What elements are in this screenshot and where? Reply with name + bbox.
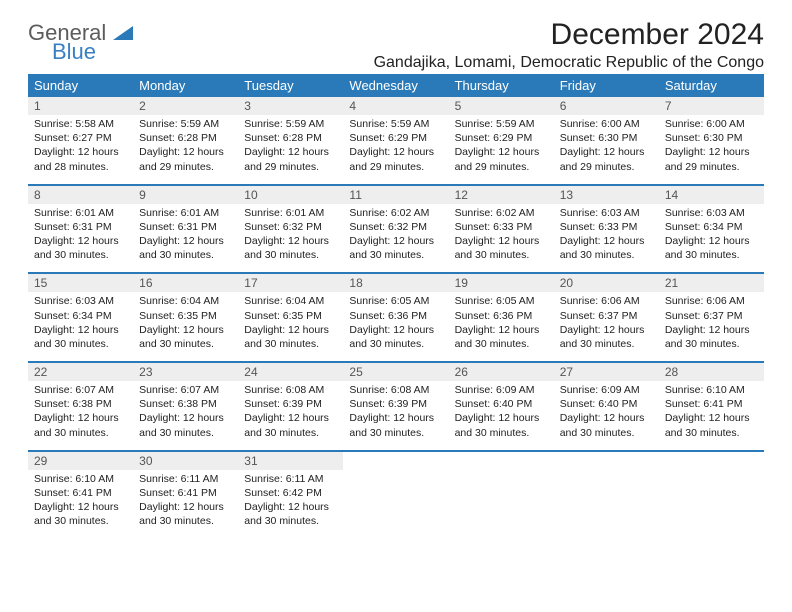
day-detail: Sunrise: 6:06 AM Sunset: 6:37 PM Dayligh… — [659, 292, 764, 362]
day-number-row: 22232425262728 — [28, 362, 764, 381]
day-number-row: 293031 — [28, 451, 764, 470]
day-number: 13 — [554, 185, 659, 204]
logo: General Blue — [28, 18, 133, 63]
day-number — [449, 451, 554, 470]
day-number: 20 — [554, 273, 659, 292]
day-header: Wednesday — [343, 74, 448, 97]
day-detail: Sunrise: 5:59 AM Sunset: 6:29 PM Dayligh… — [343, 115, 448, 185]
day-number: 2 — [133, 97, 238, 115]
page-subtitle: Gandajika, Lomami, Democratic Republic o… — [374, 54, 764, 72]
day-number: 25 — [343, 362, 448, 381]
day-detail-row: Sunrise: 6:07 AM Sunset: 6:38 PM Dayligh… — [28, 381, 764, 451]
day-detail: Sunrise: 6:02 AM Sunset: 6:32 PM Dayligh… — [343, 204, 448, 274]
day-number: 11 — [343, 185, 448, 204]
day-detail — [554, 470, 659, 539]
day-number — [659, 451, 764, 470]
logo-triangle-icon — [113, 24, 133, 45]
day-detail-row: Sunrise: 6:03 AM Sunset: 6:34 PM Dayligh… — [28, 292, 764, 362]
day-detail-row: Sunrise: 5:58 AM Sunset: 6:27 PM Dayligh… — [28, 115, 764, 185]
day-detail: Sunrise: 6:05 AM Sunset: 6:36 PM Dayligh… — [449, 292, 554, 362]
day-number: 7 — [659, 97, 764, 115]
day-detail: Sunrise: 6:10 AM Sunset: 6:41 PM Dayligh… — [659, 381, 764, 451]
day-number: 17 — [238, 273, 343, 292]
calendar-table: Sunday Monday Tuesday Wednesday Thursday… — [28, 74, 764, 538]
day-header: Sunday — [28, 74, 133, 97]
day-header: Monday — [133, 74, 238, 97]
day-detail: Sunrise: 6:11 AM Sunset: 6:41 PM Dayligh… — [133, 470, 238, 539]
header: General Blue December 2024 Gandajika, Lo… — [28, 18, 764, 72]
day-detail-row: Sunrise: 6:01 AM Sunset: 6:31 PM Dayligh… — [28, 204, 764, 274]
day-number: 6 — [554, 97, 659, 115]
day-number: 15 — [28, 273, 133, 292]
day-number: 29 — [28, 451, 133, 470]
day-detail: Sunrise: 6:07 AM Sunset: 6:38 PM Dayligh… — [133, 381, 238, 451]
day-number: 30 — [133, 451, 238, 470]
day-detail: Sunrise: 6:01 AM Sunset: 6:31 PM Dayligh… — [133, 204, 238, 274]
day-detail: Sunrise: 6:04 AM Sunset: 6:35 PM Dayligh… — [133, 292, 238, 362]
day-detail: Sunrise: 6:06 AM Sunset: 6:37 PM Dayligh… — [554, 292, 659, 362]
day-detail — [659, 470, 764, 539]
day-number: 28 — [659, 362, 764, 381]
day-number: 24 — [238, 362, 343, 381]
day-detail: Sunrise: 6:00 AM Sunset: 6:30 PM Dayligh… — [659, 115, 764, 185]
day-header: Tuesday — [238, 74, 343, 97]
day-number: 18 — [343, 273, 448, 292]
day-detail: Sunrise: 6:08 AM Sunset: 6:39 PM Dayligh… — [238, 381, 343, 451]
day-detail: Sunrise: 6:03 AM Sunset: 6:34 PM Dayligh… — [659, 204, 764, 274]
day-number: 14 — [659, 185, 764, 204]
day-number-row: 891011121314 — [28, 185, 764, 204]
day-header: Friday — [554, 74, 659, 97]
day-number: 31 — [238, 451, 343, 470]
day-number: 16 — [133, 273, 238, 292]
day-detail: Sunrise: 6:00 AM Sunset: 6:30 PM Dayligh… — [554, 115, 659, 185]
day-detail: Sunrise: 6:01 AM Sunset: 6:31 PM Dayligh… — [28, 204, 133, 274]
day-detail: Sunrise: 6:03 AM Sunset: 6:34 PM Dayligh… — [28, 292, 133, 362]
day-detail: Sunrise: 6:08 AM Sunset: 6:39 PM Dayligh… — [343, 381, 448, 451]
day-detail: Sunrise: 5:59 AM Sunset: 6:28 PM Dayligh… — [133, 115, 238, 185]
day-detail: Sunrise: 6:09 AM Sunset: 6:40 PM Dayligh… — [449, 381, 554, 451]
day-number: 23 — [133, 362, 238, 381]
day-number: 26 — [449, 362, 554, 381]
day-detail: Sunrise: 5:58 AM Sunset: 6:27 PM Dayligh… — [28, 115, 133, 185]
day-detail: Sunrise: 6:05 AM Sunset: 6:36 PM Dayligh… — [343, 292, 448, 362]
day-number: 3 — [238, 97, 343, 115]
day-number: 10 — [238, 185, 343, 204]
day-detail: Sunrise: 6:10 AM Sunset: 6:41 PM Dayligh… — [28, 470, 133, 539]
day-number-row: 1234567 — [28, 97, 764, 115]
day-number — [554, 451, 659, 470]
day-detail: Sunrise: 6:03 AM Sunset: 6:33 PM Dayligh… — [554, 204, 659, 274]
page-title: December 2024 — [374, 18, 764, 52]
day-number: 27 — [554, 362, 659, 381]
day-number-row: 15161718192021 — [28, 273, 764, 292]
day-detail: Sunrise: 6:02 AM Sunset: 6:33 PM Dayligh… — [449, 204, 554, 274]
day-number: 8 — [28, 185, 133, 204]
day-detail: Sunrise: 6:07 AM Sunset: 6:38 PM Dayligh… — [28, 381, 133, 451]
day-number: 12 — [449, 185, 554, 204]
day-detail — [449, 470, 554, 539]
day-header: Thursday — [449, 74, 554, 97]
day-number: 9 — [133, 185, 238, 204]
day-detail: Sunrise: 6:09 AM Sunset: 6:40 PM Dayligh… — [554, 381, 659, 451]
day-number: 1 — [28, 97, 133, 115]
day-detail: Sunrise: 6:01 AM Sunset: 6:32 PM Dayligh… — [238, 204, 343, 274]
day-number: 21 — [659, 273, 764, 292]
day-detail: Sunrise: 6:11 AM Sunset: 6:42 PM Dayligh… — [238, 470, 343, 539]
day-detail: Sunrise: 5:59 AM Sunset: 6:28 PM Dayligh… — [238, 115, 343, 185]
day-detail: Sunrise: 5:59 AM Sunset: 6:29 PM Dayligh… — [449, 115, 554, 185]
calendar-body: 1234567Sunrise: 5:58 AM Sunset: 6:27 PM … — [28, 97, 764, 538]
day-header: Saturday — [659, 74, 764, 97]
day-detail — [343, 470, 448, 539]
title-block: December 2024 Gandajika, Lomami, Democra… — [374, 18, 764, 72]
day-detail: Sunrise: 6:04 AM Sunset: 6:35 PM Dayligh… — [238, 292, 343, 362]
day-header-row: Sunday Monday Tuesday Wednesday Thursday… — [28, 74, 764, 97]
day-number — [343, 451, 448, 470]
day-detail-row: Sunrise: 6:10 AM Sunset: 6:41 PM Dayligh… — [28, 470, 764, 539]
day-number: 19 — [449, 273, 554, 292]
day-number: 4 — [343, 97, 448, 115]
day-number: 22 — [28, 362, 133, 381]
day-number: 5 — [449, 97, 554, 115]
